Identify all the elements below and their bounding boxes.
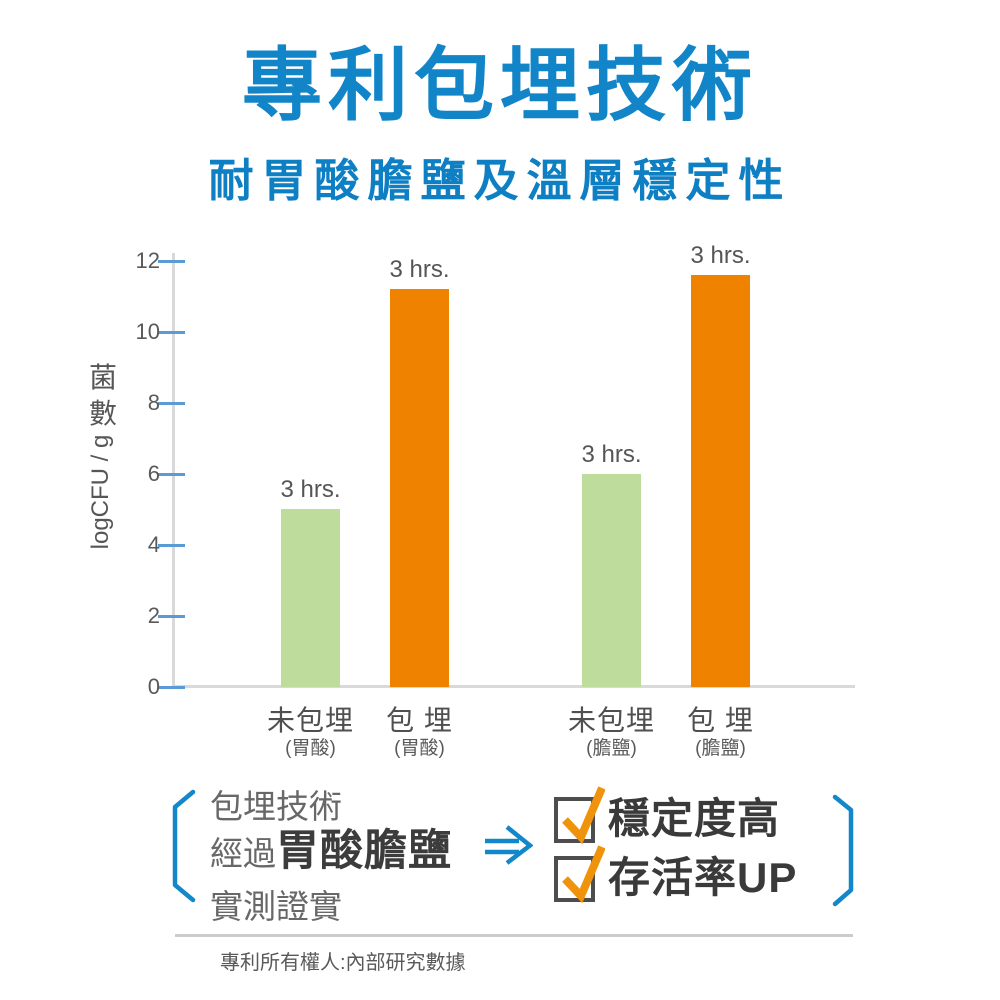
chart-bar — [691, 275, 750, 687]
bar-value-label: 3 hrs. — [280, 476, 341, 503]
benefit-item: 穩定度高 — [553, 784, 780, 844]
x-category-sublabel: (膽鹽) — [586, 738, 637, 759]
checked-checkbox-icon — [554, 845, 605, 903]
x-axis-line — [172, 685, 855, 688]
x-category-label: 未包埋 — [567, 705, 655, 736]
bar-value-label: 3 hrs. — [690, 242, 751, 269]
callout-line-2: 經過胃酸膽鹽 — [210, 826, 452, 878]
x-category-sublabel: (胃酸) — [285, 738, 336, 759]
y-axis-tick-label: 6 — [147, 461, 160, 486]
y-axis-tick — [158, 472, 185, 476]
callout-line-2-regular: 經過 — [210, 835, 276, 872]
x-category-sublabel: (膽鹽) — [695, 738, 746, 759]
x-category-label: 包 埋 — [687, 705, 754, 736]
y-axis-tick — [158, 614, 185, 618]
benefit-label: 穩定度高 — [608, 795, 781, 842]
y-axis-tick-label: 2 — [147, 603, 160, 628]
double-arrow-icon — [485, 825, 533, 865]
page-subtitle: 耐胃酸膽鹽及溫層穩定性 — [208, 155, 792, 206]
left-bracket-icon — [172, 789, 196, 903]
y-axis-tick — [158, 330, 185, 334]
y-axis-tick-label: 8 — [147, 390, 160, 415]
y-axis-line — [172, 253, 175, 688]
chart-bar — [582, 474, 641, 687]
x-category-sublabel: (胃酸) — [394, 738, 445, 759]
page-title: 專利包埋技術 — [242, 41, 758, 130]
footer-divider — [175, 934, 853, 937]
x-category-label: 包 埋 — [386, 705, 453, 736]
footer-note: 專利所有權人:內部研究數據 — [220, 952, 466, 974]
callout-line-2-bold: 胃酸膽鹽 — [276, 827, 452, 875]
y-axis-tick-label: 0 — [147, 674, 160, 699]
bar-value-label: 3 hrs. — [389, 256, 450, 283]
y-axis-tick — [158, 543, 185, 547]
y-axis-tick-label: 10 — [135, 319, 160, 344]
benefit-label: 存活率UP — [608, 854, 798, 901]
chart-bar — [390, 289, 449, 687]
callout-line-1: 包埋技術 — [210, 788, 342, 825]
right-bracket-icon — [832, 794, 854, 907]
checked-checkbox-icon — [554, 786, 605, 844]
y-axis-title-cn: 菌數 — [88, 362, 117, 430]
bar-value-label: 3 hrs. — [581, 441, 642, 468]
chart-bar — [281, 509, 340, 687]
callout-line-3: 實測證實 — [210, 888, 342, 925]
y-axis-tick-label: 4 — [147, 532, 160, 557]
x-category-label: 未包埋 — [266, 705, 354, 736]
benefit-item: 存活率UP — [553, 843, 797, 903]
y-axis-tick — [158, 685, 185, 689]
y-axis-tick — [158, 259, 185, 263]
y-axis-tick — [158, 401, 185, 405]
y-axis-tick-label: 12 — [135, 248, 160, 273]
